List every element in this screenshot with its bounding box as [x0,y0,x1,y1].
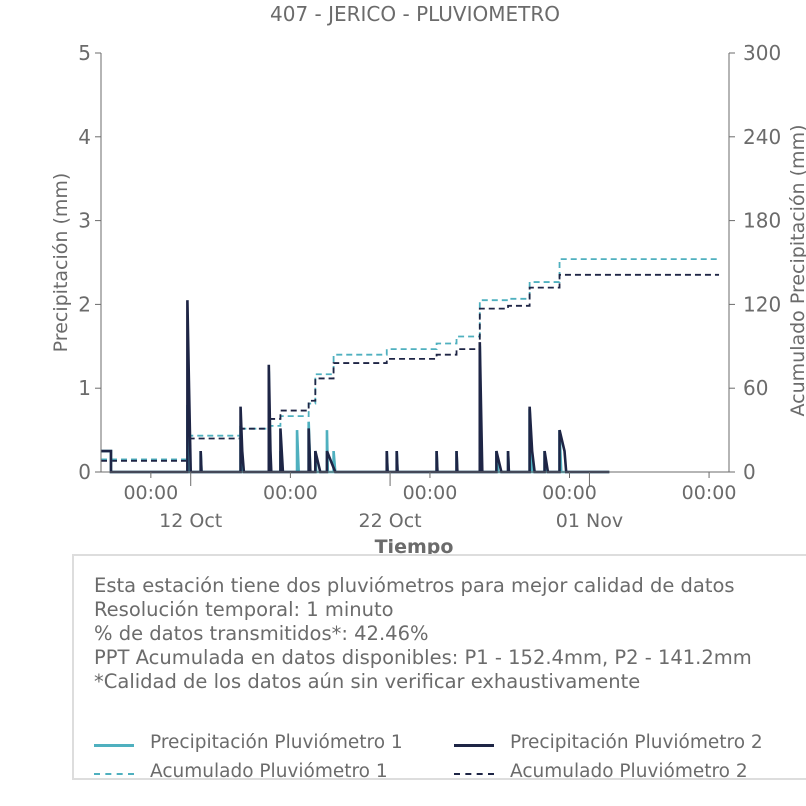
info-line-accumulated: PPT Acumulada en datos disponibles: P1 -… [94,646,752,669]
series-line-precipitacion-pluviometro-2 [101,300,610,474]
plot-area [101,258,720,474]
x-axis-label: Tiempo [375,536,454,558]
x-time-tick-label: 00:00 [542,482,597,504]
x-date-tick-label: 22 Oct [359,510,422,532]
right-y-tick-label: 300 [743,41,781,65]
info-line-quality: *Calidad de los datos aún sin verificar … [94,670,641,693]
legend-label-p2-acc: Acumulado Pluviómetro 2 [510,761,748,782]
legend-swatch-p1-rain [94,744,134,747]
right-y-axis-label: Acumulado Precipitación (mm) [787,125,806,417]
right-y-tick-label: 60 [743,376,768,400]
info-lines: Esta estación tiene dos pluviómetros par… [94,574,752,694]
x-time-tick-label: 00:00 [682,482,737,504]
left-y-tick-label: 5 [78,41,91,65]
legend-swatch-p2-rain [454,744,494,747]
series-line-acumulado-pluviometro-2 [101,273,720,462]
info-line-resolution: Resolución temporal: 1 minuto [94,598,394,621]
right-y-tick-label: 180 [743,209,781,233]
legend-label-p1-acc: Acumulado Pluviómetro 1 [150,761,388,782]
legend-label-p1-rain: Precipitación Pluviómetro 1 [150,732,403,753]
right-y-tick-label: 120 [743,292,781,316]
x-time-tick-label: 00:00 [263,482,318,504]
legend-swatch-p2-acc [454,773,494,775]
left-y-tick-label: 4 [78,125,91,149]
legend-label-p2-rain: Precipitación Pluviómetro 2 [510,732,763,753]
x-time-tick-label: 00:00 [123,482,178,504]
x-time-tick-label: 00:00 [403,482,458,504]
left-y-tick-label: 0 [78,460,91,484]
legend-swatch-p1-acc [94,773,134,775]
left-y-tick-label: 1 [78,376,91,400]
info-legend-box: Esta estación tiene dos pluviómetros par… [72,554,806,782]
left-y-tick-label: 2 [78,292,91,316]
x-date-tick-label: 12 Oct [159,510,222,532]
right-y-tick-label: 240 [743,125,781,149]
chart-svg: 0 1 2 3 4 5 0 60 120 180 240 300 00:00 00:00 00:00 00:0… [50,41,806,558]
left-y-tick-label: 3 [78,209,91,233]
axes: 0 1 2 3 4 5 0 60 120 180 240 300 00:00 00:00 00:00 00:0… [50,41,806,558]
info-line-stations: Esta estación tiene dos pluviómetros par… [94,574,735,597]
chart-title: 407 - JERICO - PLUVIOMETRO [270,2,560,26]
x-date-tick-label: 01 Nov [556,510,623,532]
info-line-transmitted: % de datos transmitidos*: 42.46% [94,622,429,645]
left-y-axis-label: Precipitación (mm) [50,173,72,353]
right-y-tick-label: 0 [743,460,756,484]
